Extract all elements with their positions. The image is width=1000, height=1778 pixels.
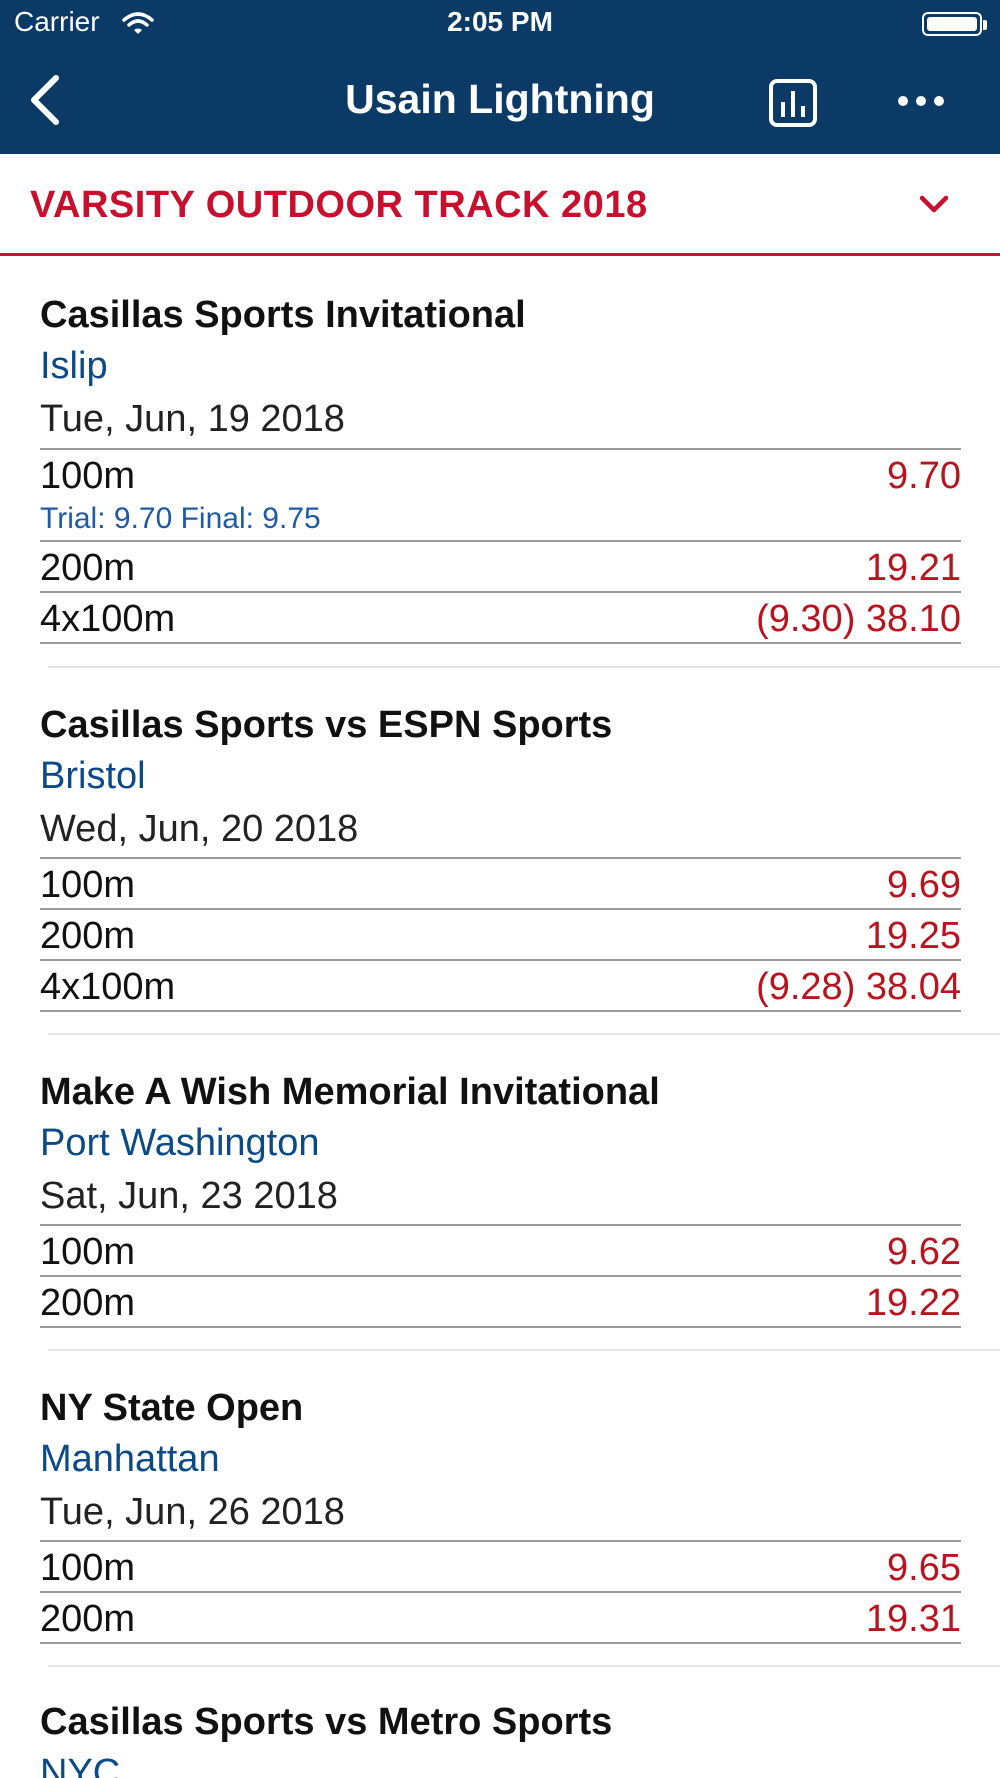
meet-location[interactable]: Islip xyxy=(40,345,108,387)
meet-card[interactable]: Casillas Sports vs ESPN Sports Bristol W… xyxy=(0,668,1000,1034)
meet-card[interactable]: NY State Open Manhattan Tue, Jun, 26 201… xyxy=(0,1351,1000,1666)
event-name: 4x100m xyxy=(40,598,176,640)
event-name: 200m xyxy=(40,547,136,589)
event-row: 200m 19.25 xyxy=(40,908,961,961)
chevron-left-icon[interactable] xyxy=(24,72,68,128)
meet-name: Make A Wish Memorial Invitational xyxy=(40,1071,660,1113)
wifi-icon xyxy=(122,12,154,34)
event-row: 100m 9.62 xyxy=(40,1224,961,1277)
divider xyxy=(40,1010,961,1012)
navigation-bar: Carrier 2:05 PM Usain Lightning xyxy=(0,0,1000,154)
season-selector[interactable]: VARSITY OUTDOOR TRACK 2018 xyxy=(0,154,1000,256)
section-separator xyxy=(48,1033,1000,1035)
clock: 2:05 PM xyxy=(447,6,553,37)
meet-date: Tue, Jun, 19 2018 xyxy=(40,398,345,440)
battery-icon xyxy=(922,12,987,36)
event-name: 100m xyxy=(40,455,136,497)
event-row: 200m 19.31 xyxy=(40,1591,961,1644)
event-row: 4x100m (9.28) 38.04 xyxy=(40,959,961,1012)
event-detail: Trial: 9.70 Final: 9.75 xyxy=(40,502,321,535)
meet-card[interactable]: Make A Wish Memorial Invitational Port W… xyxy=(0,1035,1000,1350)
event-name: 100m xyxy=(40,1231,136,1273)
meet-card[interactable]: Casillas Sports Invitational Islip Tue, … xyxy=(0,256,1000,668)
event-name: 200m xyxy=(40,1598,136,1640)
event-result: 9.65 xyxy=(887,1547,961,1589)
section-separator xyxy=(48,666,1000,668)
meet-location[interactable]: Port Washington xyxy=(40,1122,320,1164)
event-name: 100m xyxy=(40,1547,136,1589)
event-row: 4x100m (9.30) 38.10 xyxy=(40,591,961,644)
event-row: 100m 9.70 Trial: 9.70 Final: 9.75 xyxy=(40,448,961,542)
event-name: 4x100m xyxy=(40,966,176,1008)
event-name: 200m xyxy=(40,1282,136,1324)
meet-name: NY State Open xyxy=(40,1387,304,1429)
section-separator xyxy=(48,1349,1000,1351)
page-title: Usain Lightning xyxy=(345,76,655,122)
bar-chart-icon[interactable] xyxy=(768,78,818,128)
event-result: (9.28) 38.04 xyxy=(756,966,961,1008)
event-result: 19.25 xyxy=(865,915,961,957)
meet-location[interactable]: Bristol xyxy=(40,755,146,797)
season-label: VARSITY OUTDOOR TRACK 2018 xyxy=(30,184,648,226)
meet-name: Casillas Sports vs Metro Sports xyxy=(40,1701,613,1743)
status-bar: Carrier 2:05 PM xyxy=(0,0,1000,50)
event-row: 100m 9.65 xyxy=(40,1540,961,1593)
event-result: 9.70 xyxy=(887,455,961,497)
event-name: 100m xyxy=(40,864,136,906)
meet-name: Casillas Sports Invitational xyxy=(40,294,526,336)
event-row: 200m 19.22 xyxy=(40,1275,961,1328)
event-result: 19.31 xyxy=(865,1598,961,1640)
meet-location[interactable]: Manhattan xyxy=(40,1438,220,1480)
meet-date: Sat, Jun, 23 2018 xyxy=(40,1175,338,1217)
meet-card[interactable]: Casillas Sports vs Metro Sports NYC xyxy=(0,1667,1000,1778)
event-result: 19.21 xyxy=(865,547,961,589)
more-horizontal-icon[interactable] xyxy=(896,86,946,116)
event-result: (9.30) 38.10 xyxy=(756,598,961,640)
event-row: 200m 19.21 xyxy=(40,540,961,593)
event-row: 100m 9.69 xyxy=(40,857,961,910)
event-result: 9.69 xyxy=(887,864,961,906)
section-separator xyxy=(48,1665,1000,1667)
meet-date: Wed, Jun, 20 2018 xyxy=(40,808,359,850)
meet-location[interactable]: NYC xyxy=(40,1752,121,1778)
divider xyxy=(40,1326,961,1328)
carrier-label: Carrier xyxy=(14,6,100,37)
event-result: 19.22 xyxy=(865,1282,961,1324)
meet-date: Tue, Jun, 26 2018 xyxy=(40,1491,345,1533)
meet-name: Casillas Sports vs ESPN Sports xyxy=(40,704,613,746)
event-name: 200m xyxy=(40,915,136,957)
chevron-down-icon xyxy=(919,195,949,213)
divider xyxy=(40,642,961,644)
divider xyxy=(40,1642,961,1644)
event-result: 9.62 xyxy=(887,1231,961,1273)
